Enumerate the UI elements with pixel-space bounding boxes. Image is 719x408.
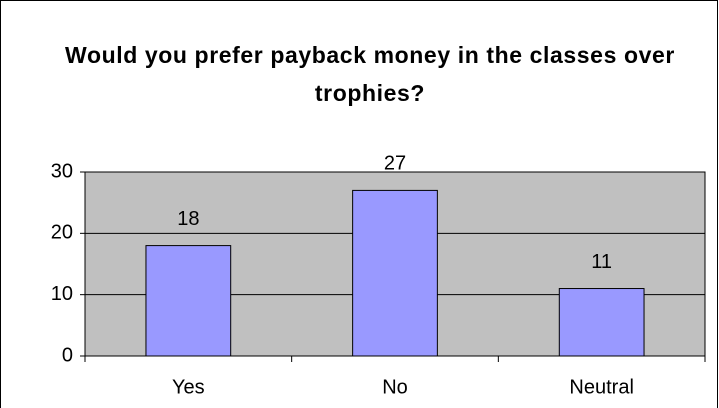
- data-label: 27: [384, 153, 406, 175]
- x-tick-label: No: [382, 376, 408, 398]
- x-tick-label: Yes: [172, 376, 205, 398]
- y-tick-label: 10: [51, 283, 73, 305]
- data-label: 11: [591, 251, 612, 273]
- bar: [558, 288, 645, 357]
- bar: [352, 189, 438, 357]
- y-tick-label: 20: [51, 222, 73, 244]
- y-tick-label: 0: [62, 344, 73, 366]
- bar: [145, 245, 232, 357]
- chart-title: Would you prefer payback money in the cl…: [65, 42, 675, 106]
- x-tick-label: Neutral: [569, 376, 633, 398]
- data-label: 18: [177, 208, 199, 230]
- y-tick-label: 30: [51, 160, 73, 182]
